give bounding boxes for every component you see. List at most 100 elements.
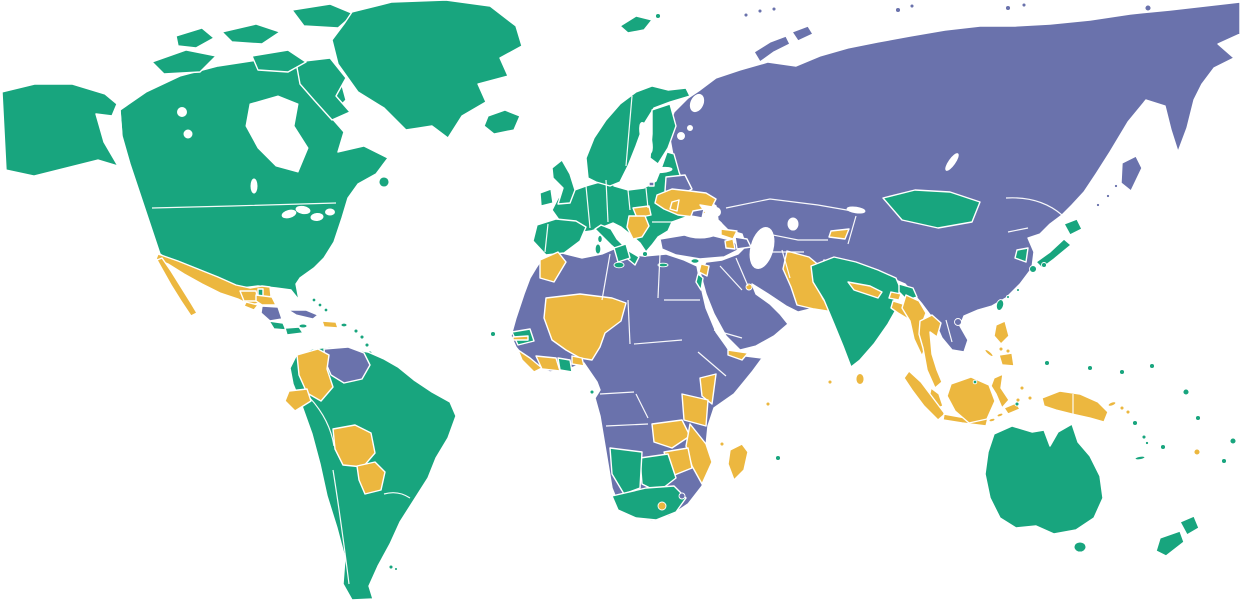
border-line [781, 249, 791, 279]
region-madagascar [727, 443, 749, 481]
region-corsica-icon [597, 234, 603, 244]
region-lesser-antilles-icon [359, 334, 365, 340]
region-azerbaijan [734, 236, 752, 250]
border-line [757, 231, 828, 241]
region-cuba [287, 309, 319, 320]
region-pacific-island-icon [1044, 360, 1050, 366]
region-nicaragua [260, 305, 283, 322]
region-sri-lanka-icon [855, 373, 865, 385]
lake-ladoga-water [677, 132, 685, 140]
border-line [1005, 197, 1063, 216]
region-taiwan-icon [995, 299, 1005, 311]
region-ecuador [284, 388, 312, 412]
region-cote-divoire [535, 355, 561, 372]
region-philippines-luzon [993, 320, 1010, 345]
region-hainan-icon [954, 318, 962, 326]
region-seychelles-icon [765, 401, 771, 407]
region-franz-josef-icon [743, 12, 749, 18]
country-border-lines [119, 95, 1074, 585]
region-gambia [512, 335, 529, 341]
region-kuril-icon [1113, 183, 1119, 189]
region-moldova [669, 199, 680, 212]
region-eswatini-icon [678, 492, 686, 500]
region-sicily-icon [613, 261, 625, 269]
region-falklands-icon [388, 564, 394, 570]
region-borneo [946, 376, 996, 424]
region-peloponnese-icon [642, 251, 648, 257]
region-el-salvador [243, 301, 259, 311]
border-line [544, 223, 549, 253]
border-line [309, 397, 335, 447]
aral-sea-water [787, 217, 799, 231]
region-moluccas-icon [1015, 397, 1021, 403]
region-india [810, 256, 902, 368]
border-line [697, 351, 727, 377]
border-line [605, 423, 649, 427]
region-canadian-arctic [251, 49, 307, 73]
region-franz-josef-icon [771, 6, 777, 12]
great-bear-lake-water [177, 107, 187, 117]
region-zambia [651, 419, 691, 449]
border-line [383, 492, 411, 499]
region-alaska [1, 83, 119, 177]
border-line [601, 253, 611, 301]
region-greenland [331, 0, 523, 139]
region-pacific-island-icon [1182, 388, 1190, 396]
sea-of-azov-water [711, 207, 721, 217]
region-panama [284, 326, 304, 336]
region-bahamas-icon [311, 297, 317, 303]
border-line [627, 299, 631, 345]
border-line [735, 257, 749, 287]
border-line [635, 393, 649, 419]
region-philippines-visayas-icon [1005, 348, 1011, 354]
region-maldives-icon [827, 379, 833, 385]
region-malawi-mozambique [685, 423, 713, 485]
region-kenya [699, 373, 717, 405]
region-jamaica-icon [298, 323, 308, 329]
region-ghana [557, 357, 573, 373]
region-japan-shikoku-icon [1041, 262, 1047, 268]
europe [483, 13, 752, 269]
border-line [847, 215, 857, 245]
region-baja-california [156, 257, 198, 317]
region-philippines-mindanao [998, 352, 1015, 367]
region-tunisia [613, 243, 631, 263]
region-bhutan [888, 291, 902, 301]
lake-baikal-water [945, 153, 959, 171]
region-wrangel-icon [1144, 4, 1152, 12]
lake-balkhash-water [846, 206, 866, 214]
region-south-korea [1014, 247, 1029, 263]
region-severnaya-zemlya-icon [909, 3, 915, 9]
region-lebanon [698, 263, 710, 277]
region-mongolia [882, 189, 981, 229]
region-togo-benin [571, 355, 585, 367]
middle-america [155, 253, 374, 371]
region-nepal [847, 281, 883, 299]
border-line [719, 265, 743, 291]
region-mauritius-icon [775, 455, 781, 461]
border-line [605, 179, 609, 223]
region-moluccas-icon [1019, 385, 1025, 391]
great-lakes-water [295, 205, 311, 215]
region-sakhalin [1120, 155, 1143, 192]
region-moluccas-icon [1027, 395, 1033, 401]
region-pacific-island-icon [1195, 415, 1201, 421]
border-line [713, 329, 743, 339]
region-pacific-island-icon [1229, 437, 1237, 445]
border-line [633, 339, 683, 345]
region-bahamas-icon [323, 307, 329, 313]
region-new-britain-icon [1107, 401, 1117, 407]
region-sao-tome-icon [589, 389, 595, 395]
border-line [645, 187, 649, 209]
eurasia-seas [676, 93, 959, 269]
region-armenia [724, 238, 736, 250]
great-lakes-water [310, 212, 324, 222]
region-solomon-islands-icon [1119, 405, 1125, 411]
border-line [945, 319, 953, 343]
region-sardinia-icon [594, 243, 602, 255]
region-sumatra [903, 370, 946, 421]
region-pacific-island-icon [1221, 458, 1227, 464]
region-kaliningrad [648, 181, 655, 187]
border-line [119, 107, 123, 137]
